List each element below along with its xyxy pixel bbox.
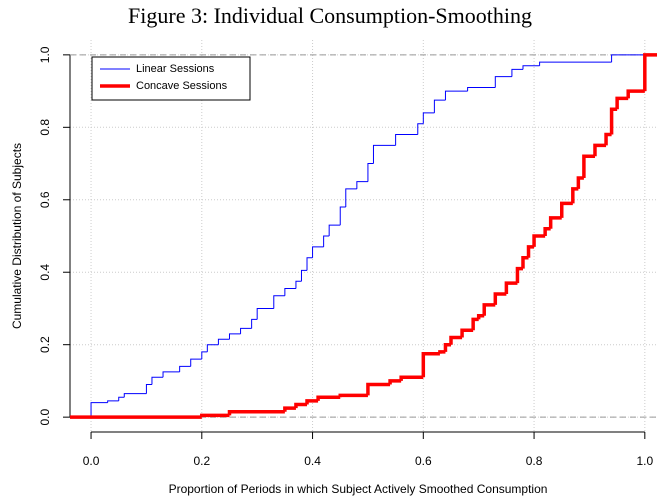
step-segment	[388, 379, 402, 385]
step-segment	[493, 292, 507, 305]
step-segment	[543, 227, 551, 236]
x-tick-label: 1.0	[636, 454, 653, 468]
x-tick-label: 0.4	[304, 454, 321, 468]
step-segment	[560, 201, 573, 218]
step-segment	[328, 224, 341, 236]
step-segment	[372, 144, 396, 164]
step-segment	[611, 54, 657, 63]
step-segment	[532, 234, 546, 247]
step-segment	[643, 53, 657, 92]
step-segment	[123, 393, 147, 398]
step-segment	[609, 107, 618, 135]
step-segment	[443, 342, 451, 352]
step-segment	[118, 396, 125, 401]
step-segment	[511, 68, 523, 77]
step-segment	[356, 181, 368, 189]
step-segment	[433, 99, 446, 113]
step-segment	[615, 96, 629, 110]
step-segment	[228, 333, 241, 340]
step-segment	[399, 375, 424, 381]
y-tick-label: 0.2	[38, 336, 52, 353]
step-segment	[626, 89, 645, 99]
step-segment	[395, 134, 418, 146]
y-tick-label: 1.0	[38, 46, 52, 63]
step-segment	[345, 188, 357, 208]
step-segment	[107, 400, 119, 403]
step-segment	[338, 393, 368, 398]
step-segment	[251, 318, 258, 329]
step-segment	[582, 154, 595, 179]
step-segment	[593, 143, 607, 157]
step-segment	[179, 365, 191, 372]
step-segment	[604, 132, 612, 146]
step-segment	[256, 307, 274, 320]
step-segment	[284, 288, 296, 296]
step-segment	[515, 266, 523, 284]
step-segment	[240, 327, 252, 334]
y-tick-label: 0.4	[38, 264, 52, 281]
x-tick-label: 0.6	[415, 454, 432, 468]
step-segment	[295, 280, 302, 289]
x-tick-label: 0.8	[526, 454, 543, 468]
y-axis-label: Cumulative Distribution of Subjects	[10, 143, 24, 329]
legend: Linear Sessions Concave Sessions	[91, 56, 251, 101]
step-segment	[494, 76, 512, 88]
step-segment	[339, 206, 346, 226]
step-segment	[467, 86, 496, 92]
step-segment	[539, 61, 612, 66]
step-segment	[316, 395, 341, 401]
step-segment	[444, 90, 468, 101]
y-tick-label: 0.8	[38, 119, 52, 136]
step-segment	[90, 402, 108, 418]
step-segment	[571, 187, 579, 204]
y-tick-label: 0.0	[38, 408, 52, 425]
step-segment	[449, 335, 463, 345]
step-segment	[206, 344, 219, 352]
step-segment	[283, 406, 296, 412]
step-segment	[201, 351, 208, 360]
step-segment	[482, 303, 496, 316]
step-segment	[366, 382, 391, 396]
step-segment	[521, 255, 529, 269]
step-segment	[471, 317, 479, 331]
chart-title: Figure 3: Individual Consumption-Smoothi…	[128, 3, 532, 28]
step-segment	[227, 409, 285, 416]
x-tick-label: 0.2	[193, 454, 210, 468]
step-segment	[294, 402, 308, 409]
step-segment	[162, 371, 180, 378]
step-segment	[200, 413, 230, 418]
x-tick-label: 0.0	[83, 454, 100, 468]
step-segment	[504, 281, 518, 294]
y-tick-label: 0.6	[38, 191, 52, 208]
step-segment	[300, 269, 308, 282]
step-segment	[576, 176, 584, 189]
step-segment	[417, 123, 424, 135]
step-segment	[151, 376, 164, 385]
legend-label: Concave Sessions	[136, 80, 228, 92]
step-segment	[476, 313, 485, 320]
step-segment	[273, 295, 285, 309]
step-segment	[367, 163, 374, 182]
step-segment	[422, 112, 435, 124]
step-segment	[522, 65, 540, 70]
step-segment	[306, 257, 313, 271]
step-segment	[217, 338, 230, 345]
x-axis-label: Proportion of Periods in which Subject A…	[169, 482, 548, 496]
step-segment	[526, 245, 535, 258]
step-segment	[421, 351, 440, 378]
step-segment	[145, 384, 152, 394]
step-segment	[305, 399, 319, 405]
step-segment	[190, 358, 202, 367]
legend-label: Linear Sessions	[136, 63, 215, 75]
step-segment	[460, 328, 474, 338]
legend-box	[91, 56, 251, 101]
step-segment	[438, 350, 446, 354]
step-segment	[323, 235, 330, 247]
step-segment	[548, 216, 562, 229]
step-segment	[312, 246, 324, 258]
